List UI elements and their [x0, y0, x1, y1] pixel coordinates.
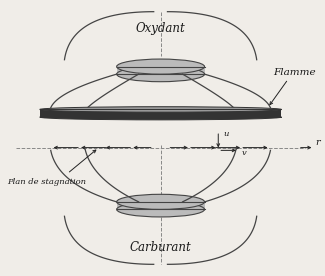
- Text: u: u: [224, 130, 229, 138]
- Text: v: v: [241, 149, 246, 157]
- FancyBboxPatch shape: [117, 202, 204, 209]
- Text: Flamme: Flamme: [273, 68, 316, 77]
- Ellipse shape: [117, 59, 204, 74]
- FancyBboxPatch shape: [117, 67, 204, 74]
- Ellipse shape: [117, 202, 204, 217]
- Ellipse shape: [117, 194, 204, 209]
- FancyBboxPatch shape: [40, 110, 281, 117]
- Ellipse shape: [40, 107, 281, 112]
- Text: Carburant: Carburant: [130, 241, 191, 254]
- Ellipse shape: [117, 67, 204, 82]
- Ellipse shape: [40, 114, 281, 120]
- Text: Plan de stagnation: Plan de stagnation: [7, 178, 86, 186]
- Text: r: r: [316, 138, 320, 147]
- Text: Oxydant: Oxydant: [136, 22, 186, 35]
